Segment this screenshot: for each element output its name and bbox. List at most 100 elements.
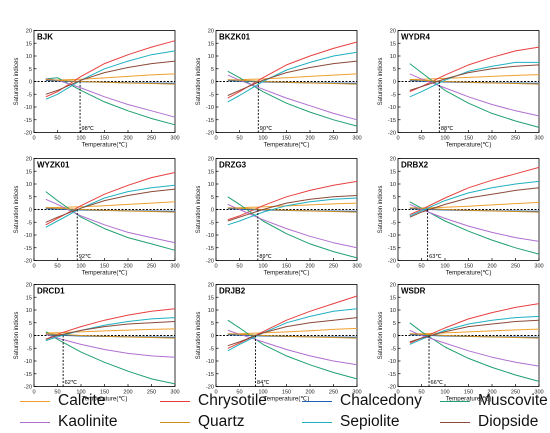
series-line-calcite xyxy=(45,73,176,81)
y-axis-label: Saturation indices xyxy=(378,312,384,360)
series-line-chrysotile xyxy=(45,40,176,98)
series-line-diopside xyxy=(45,60,176,95)
x-tick-label: 0 xyxy=(396,264,399,270)
x-tick-label: 150 xyxy=(100,264,109,270)
y-tick-label: 0 xyxy=(393,334,396,340)
x-tick-label: 100 xyxy=(440,136,449,142)
y-axis-label: Saturation indices xyxy=(378,58,384,106)
series-line-muscovite xyxy=(227,319,358,380)
series-line-calcite xyxy=(45,328,176,334)
legend-item-kaolinite: Kaolinite xyxy=(20,412,117,432)
x-axis-label: Temperature(℃) xyxy=(264,396,310,403)
y-tick-label: -20 xyxy=(206,259,214,265)
series-line-calcite xyxy=(227,73,358,81)
y-tick-label: 5 xyxy=(29,67,32,73)
y-tick-label: 20 xyxy=(208,29,214,35)
panel-title: BKZK01 xyxy=(219,33,251,42)
x-tick-label: 300 xyxy=(352,390,361,396)
legend-item-sepiolite: Sepiolite xyxy=(302,412,399,432)
y-tick-label: 10 xyxy=(208,182,214,188)
x-tick-label: 300 xyxy=(170,136,179,142)
legend-item-diopside: Diopside xyxy=(440,412,538,432)
series-line-sepiolite xyxy=(409,180,540,217)
x-tick-label: 300 xyxy=(170,390,179,396)
y-tick-label: -20 xyxy=(24,259,32,265)
x-tick-label: 200 xyxy=(487,390,496,396)
x-tick-label: 50 xyxy=(418,136,424,142)
y-tick-label: 15 xyxy=(208,169,214,175)
y-tick-label: 10 xyxy=(390,54,396,60)
series-line-sepiolite xyxy=(227,51,358,103)
series-line-calcite xyxy=(227,202,358,209)
series-line-diopside xyxy=(45,188,176,223)
y-axis-label: Saturation indices xyxy=(14,186,20,234)
legend-item-muscovite: Muscovite xyxy=(440,391,548,411)
y-tick-label: 20 xyxy=(390,157,396,163)
x-tick-label: 50 xyxy=(54,390,60,396)
panel-title: WSDR xyxy=(401,287,426,296)
y-tick-label: -20 xyxy=(388,259,396,265)
x-tick-label: 50 xyxy=(418,264,424,270)
y-tick-label: 10 xyxy=(390,308,396,314)
annotation-label: 88℃ xyxy=(441,126,454,132)
annotation-label: 98℃ xyxy=(82,126,95,132)
y-tick-label: 20 xyxy=(26,157,32,163)
y-tick-label: 20 xyxy=(26,29,32,35)
y-tick-label: -15 xyxy=(388,246,396,252)
x-tick-label: 250 xyxy=(147,264,156,270)
y-tick-label: -5 xyxy=(27,220,32,226)
y-tick-label: 0 xyxy=(211,208,214,214)
legend-swatch xyxy=(302,421,332,423)
y-tick-label: 0 xyxy=(29,80,32,86)
panel-title: DRZG3 xyxy=(219,161,247,170)
series-line-quartz xyxy=(409,79,540,85)
y-tick-label: 20 xyxy=(26,283,32,289)
panel-title: DRBX2 xyxy=(401,161,429,170)
y-axis-label: Saturation indices xyxy=(196,58,202,106)
series-line-quartz xyxy=(45,79,176,85)
x-tick-label: 50 xyxy=(236,390,242,396)
y-tick-label: 5 xyxy=(29,195,32,201)
y-axis-label: Saturation indices xyxy=(196,186,202,234)
legend-label: Chalcedony xyxy=(340,392,422,409)
x-tick-label: 200 xyxy=(305,136,314,142)
series-line-diopside xyxy=(409,187,540,218)
x-tick-label: 200 xyxy=(123,390,132,396)
y-tick-label: 15 xyxy=(208,295,214,301)
x-axis-label: Temperature(℃) xyxy=(82,396,128,403)
y-tick-label: 15 xyxy=(26,295,32,301)
series-line-quartz xyxy=(409,333,540,339)
panel-title: WYZK01 xyxy=(37,161,70,170)
x-tick-label: 250 xyxy=(147,390,156,396)
series-line-muscovite xyxy=(227,196,358,259)
x-tick-label: 0 xyxy=(214,136,217,142)
series-line-muscovite xyxy=(45,191,176,251)
y-axis-label: Saturation indices xyxy=(378,186,384,234)
series-line-sepiolite xyxy=(227,197,358,226)
legend-item-quartz: Quartz xyxy=(160,412,245,432)
y-tick-label: -10 xyxy=(24,359,32,365)
y-tick-label: -15 xyxy=(24,118,32,124)
y-tick-label: -15 xyxy=(206,246,214,252)
y-tick-label: 5 xyxy=(393,321,396,327)
x-tick-label: 150 xyxy=(282,136,291,142)
y-tick-label: 10 xyxy=(390,182,396,188)
y-axis-label: Saturation indices xyxy=(196,312,202,360)
legend-swatch xyxy=(160,421,190,423)
y-tick-label: 15 xyxy=(208,41,214,47)
series-line-sepiolite xyxy=(409,315,540,345)
legend-label: Kaolinite xyxy=(58,413,118,430)
y-tick-label: 10 xyxy=(26,182,32,188)
legend-swatch xyxy=(160,400,190,402)
series-line-calcite xyxy=(409,328,540,335)
x-tick-label: 300 xyxy=(534,390,543,396)
y-tick-label: -10 xyxy=(24,105,32,111)
series-line-diopside xyxy=(227,195,358,222)
x-tick-label: 100 xyxy=(76,136,85,142)
series-line-muscovite xyxy=(45,331,176,385)
